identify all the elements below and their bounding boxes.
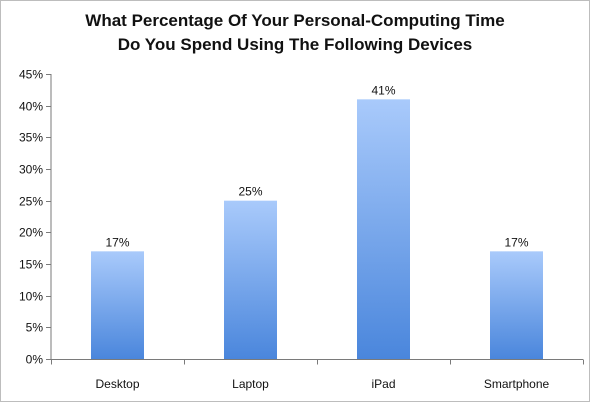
x-tick-label: iPad [371, 377, 395, 391]
y-axis: 0% 5% 10% 15% 20% 25% 30% 35% 40% 45% [19, 68, 52, 367]
data-label: 17% [504, 235, 528, 249]
data-label: 41% [371, 83, 395, 97]
chart-title-line-2: Do You Spend Using The Following Devices [117, 35, 473, 54]
y-tick-label: 15% [19, 258, 43, 272]
y-tick-label: 45% [19, 68, 43, 82]
y-tick-label: 40% [19, 100, 43, 114]
y-tick-label: 35% [19, 131, 43, 145]
bar-smartphone [490, 251, 543, 359]
y-tick-label: 5% [26, 321, 44, 335]
y-tick-label: 30% [19, 163, 43, 177]
data-label: 25% [238, 185, 262, 199]
y-tick-label: 25% [19, 195, 43, 209]
y-tick-label: 20% [19, 226, 43, 240]
data-label: 17% [105, 235, 129, 249]
bar-desktop [91, 251, 144, 359]
x-tick-label: Desktop [95, 377, 139, 391]
bars: 17% 25% 41% 17% [91, 83, 543, 359]
chart-title: What Percentage Of Your Personal-Computi… [1, 9, 589, 57]
bar-laptop [224, 200, 277, 359]
bar-ipad [357, 99, 410, 359]
x-tick-label: Smartphone [484, 377, 550, 391]
y-tick-label: 0% [26, 353, 44, 367]
x-tick-label: Laptop [232, 377, 269, 391]
x-axis: Desktop Laptop iPad Smartphone [51, 359, 584, 391]
y-tick-label: 10% [19, 290, 43, 304]
chart-title-line-1: What Percentage Of Your Personal-Computi… [85, 11, 505, 30]
